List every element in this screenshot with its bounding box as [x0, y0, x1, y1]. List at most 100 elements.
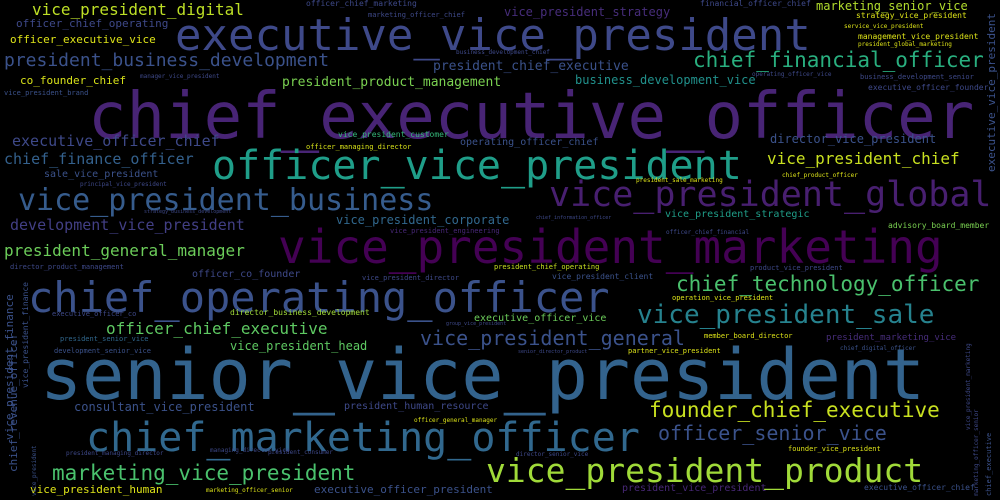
cloud-word: marketing_officer_senior	[206, 487, 293, 494]
cloud-word: manager_vice_president	[140, 73, 220, 80]
cloud-word: officer_executive_vice	[10, 33, 156, 46]
cloud-word: advisory_board_member	[888, 221, 990, 230]
cloud-word: vice_president_global	[549, 175, 992, 215]
cloud-word: vice_president_finance	[21, 282, 30, 388]
cloud-word: co_founder_chief	[20, 74, 126, 87]
cloud-word: president_business_development	[4, 50, 330, 71]
cloud-word: chief_marketing_officer	[86, 415, 640, 461]
cloud-word: director_business_development	[230, 308, 370, 317]
cloud-word: sale_vice_president	[44, 169, 159, 180]
cloud-word: strategy_business_development	[144, 209, 232, 215]
cloud-word: product_vice_president	[750, 264, 843, 272]
cloud-word: vice_president_marketing	[278, 220, 943, 274]
cloud-word: group_vice_president	[446, 321, 507, 327]
cloud-word: chief_technology_officer	[676, 272, 980, 296]
cloud-word: executive_officer_chief	[864, 483, 975, 492]
cloud-word: chief_product_officer	[782, 172, 858, 179]
cloud-word: business_development_vice	[575, 73, 756, 87]
cloud-word: operation_vice_president	[672, 294, 774, 302]
cloud-word: president_chief_operating	[494, 263, 600, 271]
cloud-word: chief_revenue_officer	[7, 332, 20, 472]
cloud-word: vice_president_product	[486, 451, 924, 490]
cloud-word: vice_president_corporate	[336, 213, 510, 227]
cloud-word: officer_chief_financial	[666, 229, 750, 236]
cloud-word: chief_operating_officer	[28, 273, 610, 322]
cloud-word: marketing_vice_president	[52, 461, 356, 485]
cloud-word: consultant_vice_president	[74, 400, 255, 414]
cloud-word: vice_president_business	[18, 183, 434, 218]
cloud-word: vice_president_strategy	[504, 5, 671, 19]
cloud-word: senior_director_product	[518, 349, 588, 355]
cloud-word: operating_officer_vice	[752, 71, 832, 78]
cloud-word: vice_president_digital	[32, 0, 244, 19]
cloud-word: founder_vice_president	[788, 445, 881, 453]
cloud-word: vice_president_brand	[4, 89, 89, 97]
cloud-word: president_senior_vice	[60, 335, 149, 343]
cloud-word: senior_vice_president	[40, 334, 926, 416]
cloud-word: president_vice_president	[622, 483, 767, 494]
cloud-word: vice_president_chief	[767, 149, 960, 168]
cloud-word: business_development_senior	[860, 73, 974, 81]
cloud-word: financial_officer_chief	[700, 0, 811, 8]
cloud-word: officer_vice_president	[212, 143, 742, 189]
cloud-word: strategy_vice_president	[856, 11, 967, 20]
cloud-word: marketing_senior_vice	[816, 0, 968, 13]
cloud-word: president_managing_director	[66, 450, 164, 457]
cloud-word: member_board_director	[704, 332, 793, 340]
cloud-word: chief_digital_officer	[840, 345, 916, 352]
cloud-word: vice_president_client	[552, 272, 654, 281]
cloud-word: officer_chief_operating	[16, 17, 169, 30]
cloud-word: principal_vice_president	[80, 181, 167, 188]
cloud-word: managing_director_vice	[210, 447, 290, 454]
cloud-word: vice_president_engineering	[390, 227, 500, 235]
cloud-word: president_sale_marketing	[636, 177, 723, 184]
cloud-word: vice_president_head	[230, 339, 368, 353]
cloud-word: chief_finance_officer	[4, 150, 194, 168]
cloud-word: business_development_chief	[456, 49, 550, 56]
cloud-word: chief_information_officer	[536, 215, 612, 221]
cloud-word: executive_officer_founder	[868, 83, 989, 92]
cloud-word: service_vice_president	[844, 23, 924, 30]
cloud-word: president_marketing_vice	[826, 333, 957, 343]
cloud-word: vice_president_director	[362, 274, 459, 282]
cloud-word: chief_executive_officer	[88, 80, 975, 154]
cloud-word: executive_officer_president	[314, 483, 493, 496]
cloud-word: development_vice_president	[10, 216, 245, 234]
cloud-word: officer_co_founder	[192, 269, 301, 280]
cloud-word: vice_president_sale	[637, 300, 935, 330]
cloud-word: director_senior_vice	[516, 451, 589, 458]
cloud-word: president_human_resource	[344, 401, 489, 412]
cloud-word: marketing_officer_senior	[973, 409, 980, 496]
cloud-word: director_product_management	[10, 263, 124, 271]
cloud-word: president_global_marketing	[858, 41, 952, 48]
cloud-word: officer_senior_vice	[658, 421, 887, 445]
cloud-word: president_consumer	[268, 449, 334, 456]
cloud-word: president_general_manager	[4, 241, 245, 260]
cloud-word: executive_officer_co	[52, 310, 137, 318]
cloud-word: executive_officer_vice	[474, 313, 607, 324]
cloud-word: vice_president_strategic	[665, 209, 810, 220]
cloud-word: vice_president_customer	[338, 130, 449, 139]
cloud-word: management_vice_president	[858, 32, 979, 41]
cloud-word: executive_vice_president	[985, 13, 998, 172]
cloud-word: marketing_officer_chief	[368, 11, 465, 19]
cloud-word: chief_financial_officer	[693, 48, 984, 72]
cloud-word: operating_officer_chief	[460, 137, 599, 148]
cloud-word: vice_president_human	[30, 483, 163, 496]
cloud-word: officer_managing_director	[306, 143, 412, 151]
cloud-word: chief_executive	[985, 432, 993, 496]
cloud-word: vice_president	[31, 445, 38, 496]
cloud-word: president_product_management	[282, 75, 502, 90]
cloud-word: officer_chief_marketing	[306, 0, 417, 8]
cloud-word: vice_president_marketing	[965, 343, 972, 430]
cloud-word: vice_president_general	[420, 326, 685, 350]
cloud-word: officer_chief_executive	[106, 319, 328, 338]
cloud-word: founder_chief_executive	[649, 398, 940, 422]
cloud-word: development_senior_vice	[54, 347, 151, 355]
cloud-word: partner_vice_president	[628, 347, 721, 355]
cloud-word: officer_general_manager	[414, 417, 498, 424]
cloud-word: president_chief_executive	[433, 59, 629, 74]
cloud-word: director_vice_president	[770, 132, 937, 146]
cloud-word: executive_officer_chief	[12, 132, 220, 150]
